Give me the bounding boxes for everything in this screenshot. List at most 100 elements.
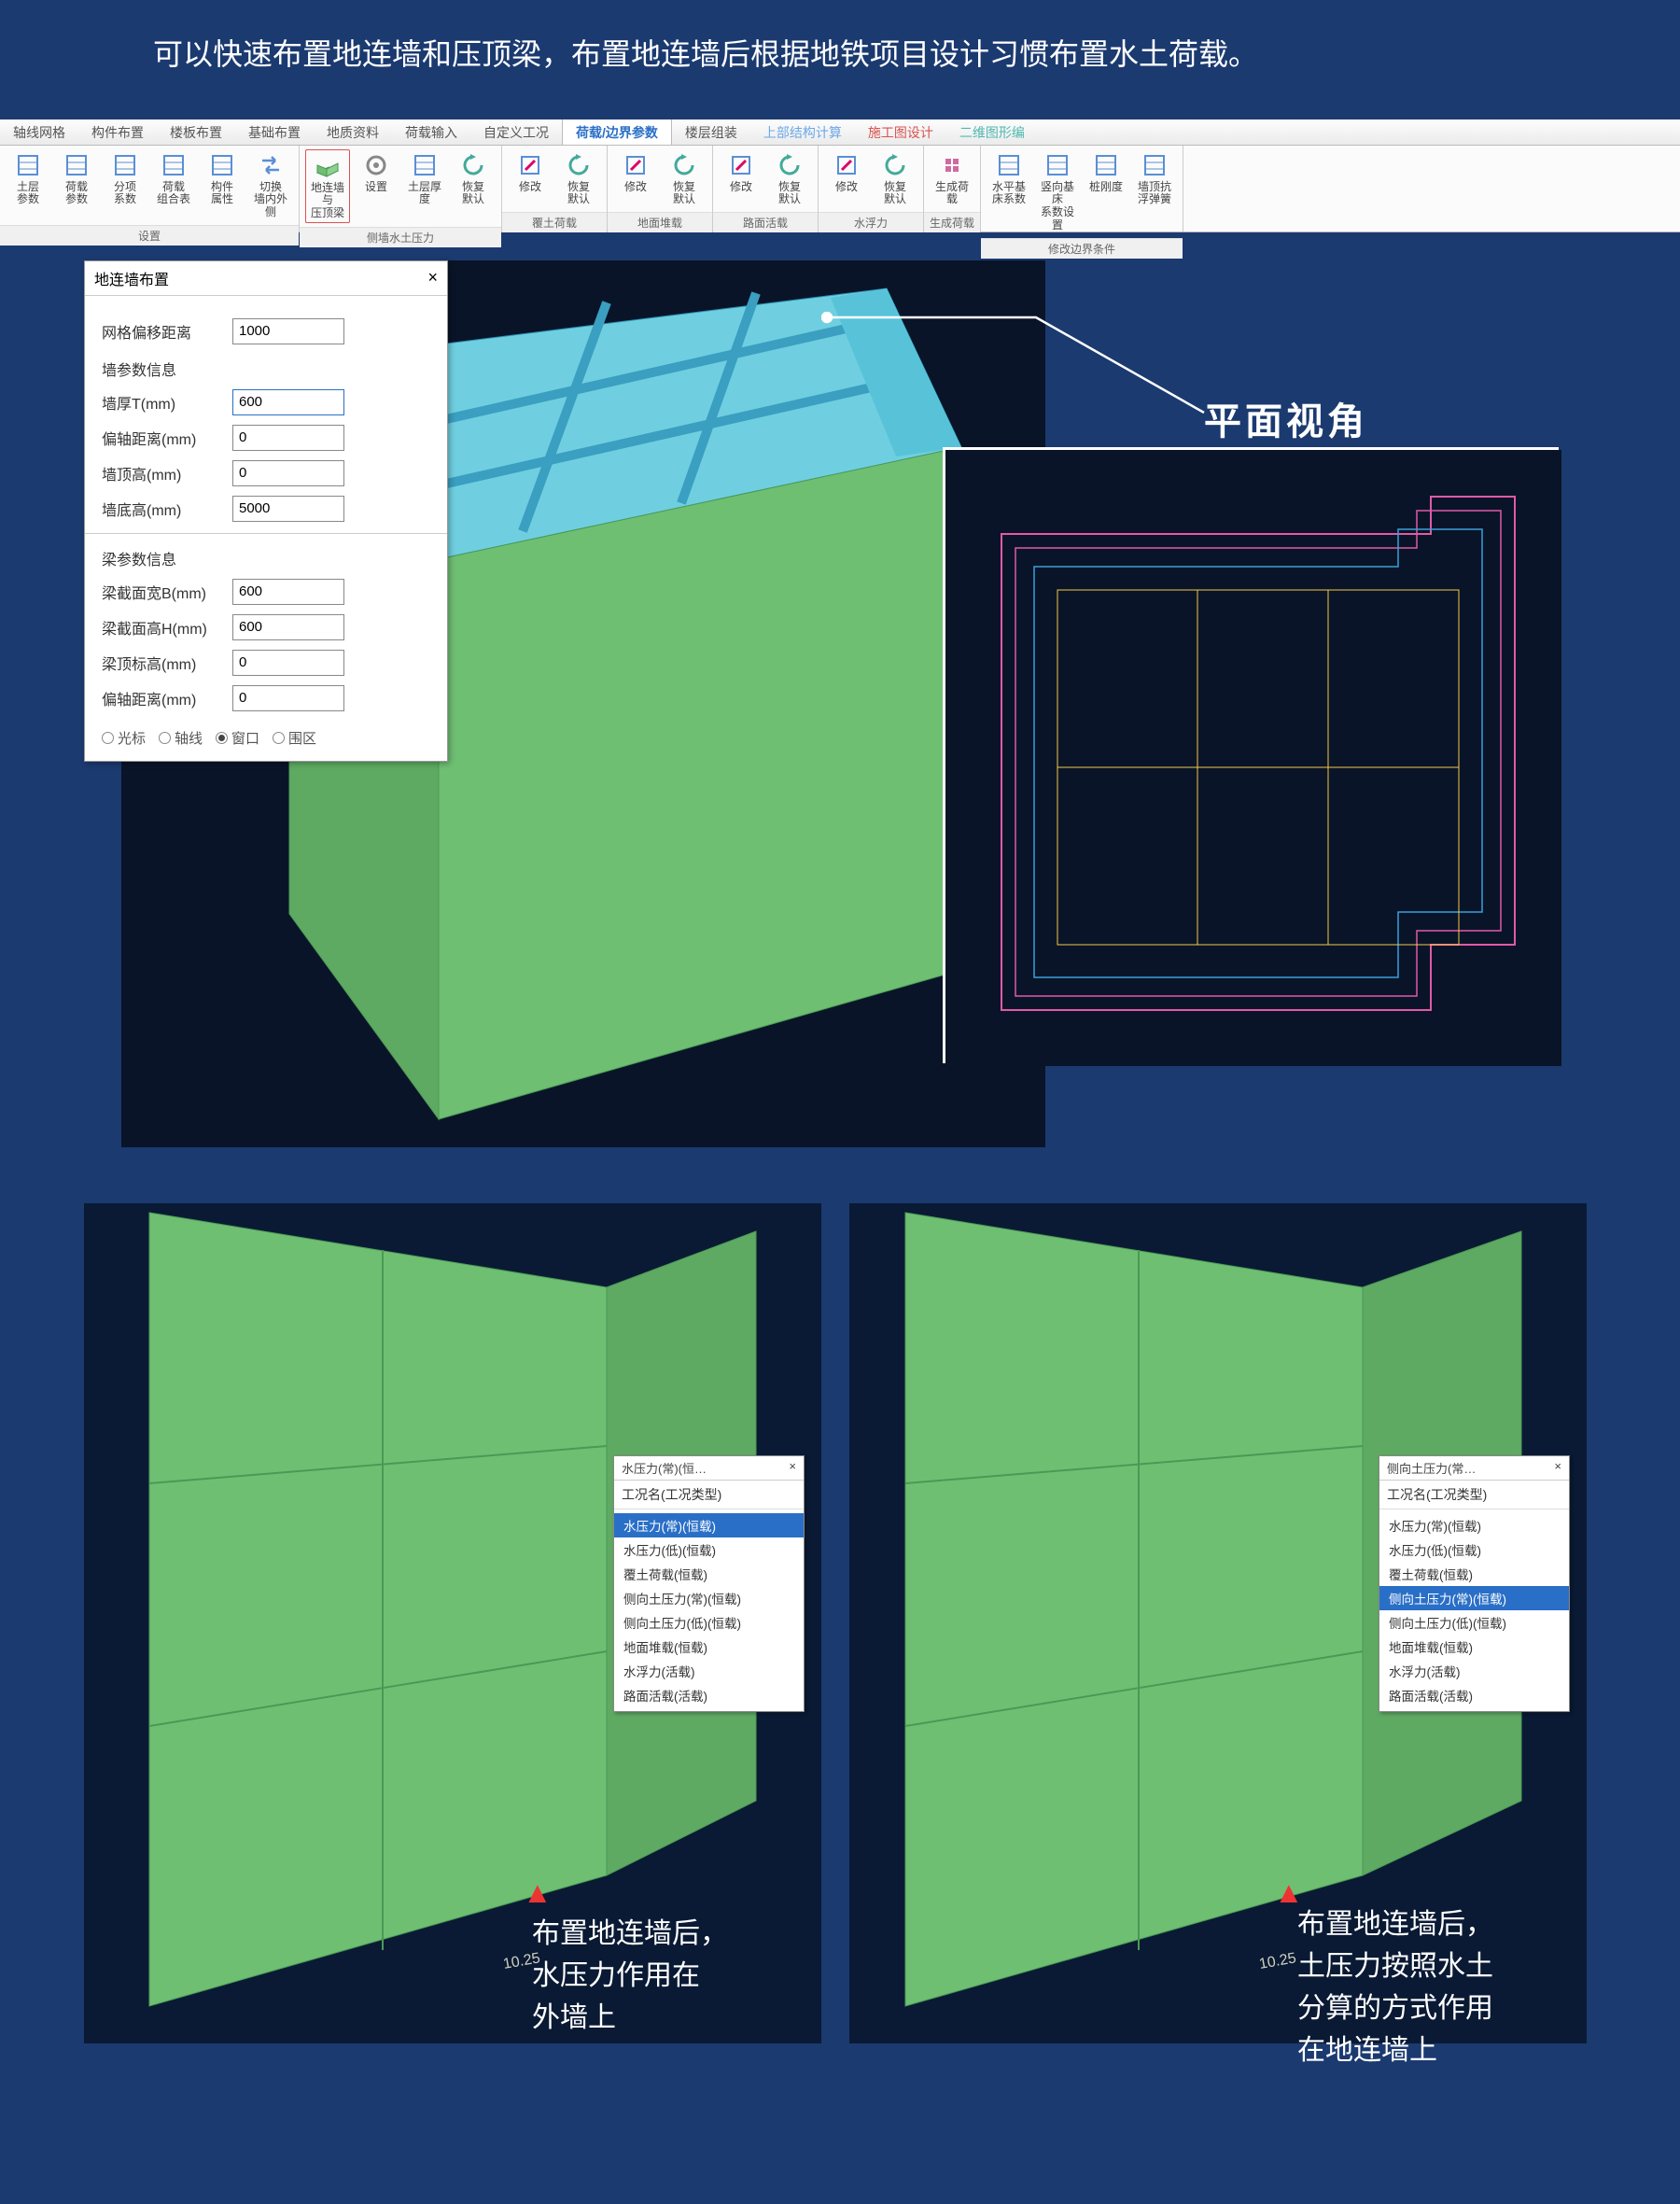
- settings-button[interactable]: 设置: [354, 149, 399, 196]
- btn-label: 构件 属性: [211, 181, 233, 207]
- horiz-coef-button[interactable]: 水平基床系数: [987, 149, 1031, 209]
- soil-thickness-icon: [411, 151, 439, 179]
- wall-spring-button[interactable]: 墙顶抗浮弹簧: [1132, 149, 1177, 209]
- radio-option[interactable]: 轴线: [159, 728, 203, 748]
- soil-thickness-button[interactable]: 土层厚度: [402, 149, 447, 209]
- list-item[interactable]: 覆土荷载(恒载): [1379, 1562, 1569, 1586]
- diaphragm-dialog: 地连墙布置 × 网格偏移距离墙参数信息墙厚T(mm)偏轴距离(mm)墙顶高(mm…: [84, 260, 448, 762]
- ribbon-tab[interactable]: 构件布置: [78, 119, 157, 145]
- member-attr-icon: [208, 151, 236, 179]
- list-item[interactable]: 水压力(常)(恒载): [614, 1513, 804, 1537]
- load-params-icon: [63, 151, 91, 179]
- ribbon-tab[interactable]: 基础布置: [235, 119, 314, 145]
- dialog-row: 偏轴距离(mm): [102, 685, 430, 711]
- load-combo-button[interactable]: 荷载 组合表: [151, 149, 196, 209]
- ribbon-tab[interactable]: 上部结构计算: [750, 119, 855, 145]
- diaphragm-wall-button[interactable]: 地连墙与 压顶梁: [305, 149, 350, 223]
- ribbon-tab[interactable]: 荷载/边界参数: [562, 119, 672, 145]
- radio-option[interactable]: 窗口: [216, 728, 259, 748]
- modify3-icon: [727, 151, 755, 179]
- ribbon-tab[interactable]: 自定义工况: [470, 119, 562, 145]
- field-input[interactable]: [232, 389, 344, 415]
- list-item[interactable]: 水压力(低)(恒载): [614, 1537, 804, 1562]
- dialog-row: 梁截面宽B(mm): [102, 579, 430, 605]
- list-title: 侧向土压力(常…: [1387, 1459, 1476, 1477]
- list-item[interactable]: 侧向土压力(低)(恒载): [614, 1610, 804, 1635]
- ribbon-tab[interactable]: 楼板布置: [157, 119, 235, 145]
- dialog-radios: 光标轴线窗口围区: [102, 728, 430, 748]
- right-caption: 布置地连墙后， 土压力按照水土 分算的方式作用 在地连墙上: [1297, 1903, 1493, 2071]
- btn-label: 土层 参数: [17, 181, 39, 207]
- modify1-button[interactable]: 修改: [508, 149, 553, 196]
- dialog-row: 梁顶标高(mm): [102, 650, 430, 676]
- close-icon[interactable]: ×: [427, 268, 438, 288]
- field-input[interactable]: [232, 614, 344, 640]
- field-input[interactable]: [232, 685, 344, 711]
- sub-coef-icon: [111, 151, 139, 179]
- gen-load-button[interactable]: 生成荷载: [930, 149, 974, 209]
- modify2-button[interactable]: 修改: [613, 149, 658, 196]
- close-icon[interactable]: ×: [1554, 1459, 1561, 1477]
- modify4-button[interactable]: 修改: [824, 149, 869, 196]
- list-item[interactable]: 覆土荷载(恒载): [614, 1562, 804, 1586]
- vert-coef-button[interactable]: 竖向基床 系数设置: [1035, 149, 1080, 234]
- modify3-button[interactable]: 修改: [719, 149, 763, 196]
- load-params-button[interactable]: 荷载 参数: [54, 149, 99, 209]
- list-item[interactable]: 地面堆载(恒载): [614, 1635, 804, 1659]
- ribbon-tab[interactable]: 二维图形编: [946, 119, 1038, 145]
- btn-label: 修改: [835, 181, 858, 194]
- btn-label: 生成荷载: [931, 181, 973, 207]
- field-label: 墙顶高(mm): [102, 462, 232, 484]
- mid-area: 地连墙布置 × 网格偏移距离墙参数信息墙厚T(mm)偏轴距离(mm)墙顶高(mm…: [0, 232, 1680, 1147]
- right-load-list[interactable]: 侧向土压力(常…× 工况名(工况类型) 水压力(常)(恒载)水压力(低)(恒载)…: [1379, 1455, 1570, 1712]
- ribbon-tab[interactable]: 楼层组装: [672, 119, 750, 145]
- field-input[interactable]: [232, 650, 344, 676]
- sub-coef-button[interactable]: 分项 系数: [103, 149, 147, 209]
- restore3-button[interactable]: 恢复 默认: [662, 149, 707, 209]
- switch-wall-button[interactable]: 切换 墙内外侧: [248, 149, 293, 221]
- restore1-button[interactable]: 恢复 默认: [451, 149, 496, 209]
- ribbon-tab[interactable]: 荷载输入: [392, 119, 470, 145]
- list-item[interactable]: 路面活载(活载): [1379, 1683, 1569, 1707]
- pile-stiff-button[interactable]: 桩刚度: [1084, 149, 1128, 196]
- ribbon-tab[interactable]: 施工图设计: [855, 119, 946, 145]
- list-item[interactable]: 侧向土压力(低)(恒载): [1379, 1610, 1569, 1635]
- left-load-list[interactable]: 水压力(常)(恒…× 工况名(工况类型) 水压力(常)(恒载)水压力(低)(恒载…: [613, 1455, 805, 1712]
- dialog-row: 墙厚T(mm): [102, 389, 430, 415]
- list-item[interactable]: 水浮力(活载): [1379, 1659, 1569, 1683]
- ribbon-group-label: 覆土荷载: [502, 212, 607, 232]
- field-input[interactable]: [232, 425, 344, 451]
- restore2-icon: [565, 151, 593, 179]
- ribbon-tab[interactable]: 地质资料: [314, 119, 392, 145]
- member-attr-button[interactable]: 构件 属性: [200, 149, 245, 209]
- field-input[interactable]: [232, 579, 344, 605]
- dialog-row: 偏轴距离(mm): [102, 425, 430, 451]
- ribbon-tab[interactable]: 轴线网格: [0, 119, 78, 145]
- radio-option[interactable]: 围区: [273, 728, 316, 748]
- ribbon-body: 土层 参数荷载 参数分项 系数荷载 组合表构件 属性切换 墙内外侧 设置地连墙与 …: [0, 146, 1680, 232]
- list-item[interactable]: 侧向土压力(常)(恒载): [1379, 1586, 1569, 1610]
- btn-label: 分项 系数: [114, 181, 136, 207]
- gen-load-icon: [938, 151, 966, 179]
- list-item[interactable]: 地面堆载(恒载): [1379, 1635, 1569, 1659]
- dialog-section: 墙参数信息: [102, 358, 430, 380]
- modify1-icon: [516, 151, 544, 179]
- list-item[interactable]: 侧向土压力(常)(恒载): [614, 1586, 804, 1610]
- list-item[interactable]: 水压力(低)(恒载): [1379, 1537, 1569, 1562]
- list-item[interactable]: 水浮力(活载): [614, 1659, 804, 1683]
- restore2-button[interactable]: 恢复 默认: [556, 149, 601, 209]
- soil-params-button[interactable]: 土层 参数: [6, 149, 50, 209]
- close-icon[interactable]: ×: [789, 1459, 796, 1477]
- restore4-button[interactable]: 恢复 默认: [767, 149, 812, 209]
- restore5-button[interactable]: 恢复 默认: [873, 149, 917, 209]
- list-item[interactable]: 水压力(常)(恒载): [1379, 1513, 1569, 1537]
- btn-label: 桩刚度: [1089, 181, 1123, 194]
- field-input[interactable]: [232, 318, 344, 344]
- btn-label: 地连墙与 压顶梁: [308, 182, 347, 220]
- dialog-row: 墙顶高(mm): [102, 460, 430, 486]
- wall-spring-icon: [1141, 151, 1169, 179]
- radio-option[interactable]: 光标: [102, 728, 146, 748]
- field-input[interactable]: [232, 460, 344, 486]
- field-input[interactable]: [232, 496, 344, 522]
- list-item[interactable]: 路面活载(活载): [614, 1683, 804, 1707]
